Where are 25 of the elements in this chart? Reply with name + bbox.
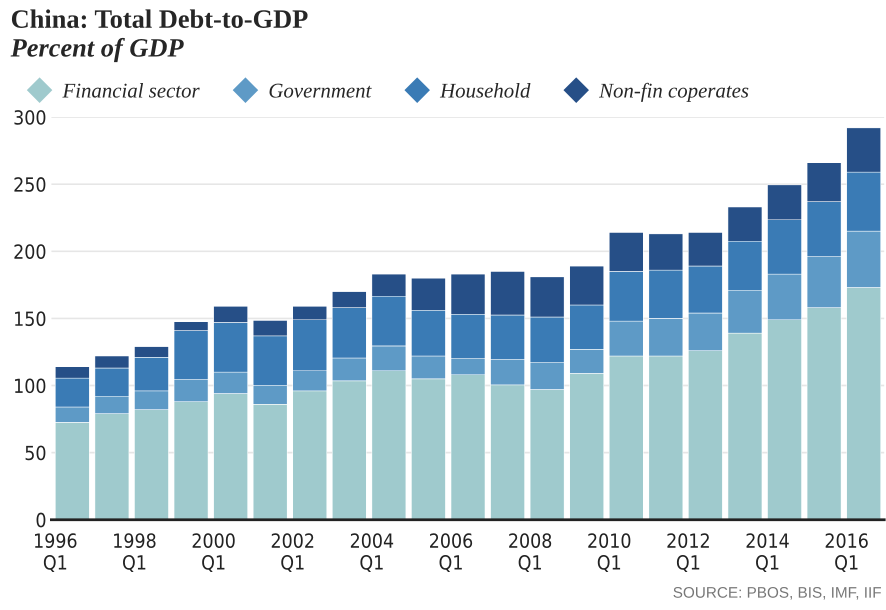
x-tick-label: 2016 Q1 [826,533,868,572]
x-tick-label: 2004 Q1 [350,533,394,572]
y-tick-label: 100 [15,378,46,394]
chart-subtitle: Percent of GDP [10,38,184,62]
x-tick-label: 2008 Q1 [509,533,552,572]
chart-title: China: Total Debt-to-GDP [12,9,308,28]
legend-label: Government [270,84,372,98]
x-tick-label: 2002 Q1 [272,533,314,572]
x-tick-label: 2012 Q1 [667,533,709,572]
x-tick-label: 2010 Q1 [588,533,630,572]
y-tick-label: 150 [15,311,46,326]
y-tick-label: 50 [26,446,46,460]
x-tick-label: 2000 Q1 [192,533,235,572]
y-tick-label: 250 [14,177,46,192]
x-tick-label: 1996 Q1 [35,533,77,572]
x-tick-label: 1998 Q1 [114,533,156,572]
y-tick-label: 200 [14,244,46,259]
legend-label: Non-fin coperates [598,82,748,102]
x-tick-label: 2014 Q1 [746,533,789,572]
y-tick-label: 0 [36,512,46,528]
source-note: SOURCE: PBOS, BIS, IMF, IIF [673,587,881,600]
legend-label: Household [440,83,530,98]
legend-label: Financial sector [62,83,200,98]
x-tick-label: 2006 Q1 [430,533,472,572]
y-tick-label: 300 [14,110,46,125]
